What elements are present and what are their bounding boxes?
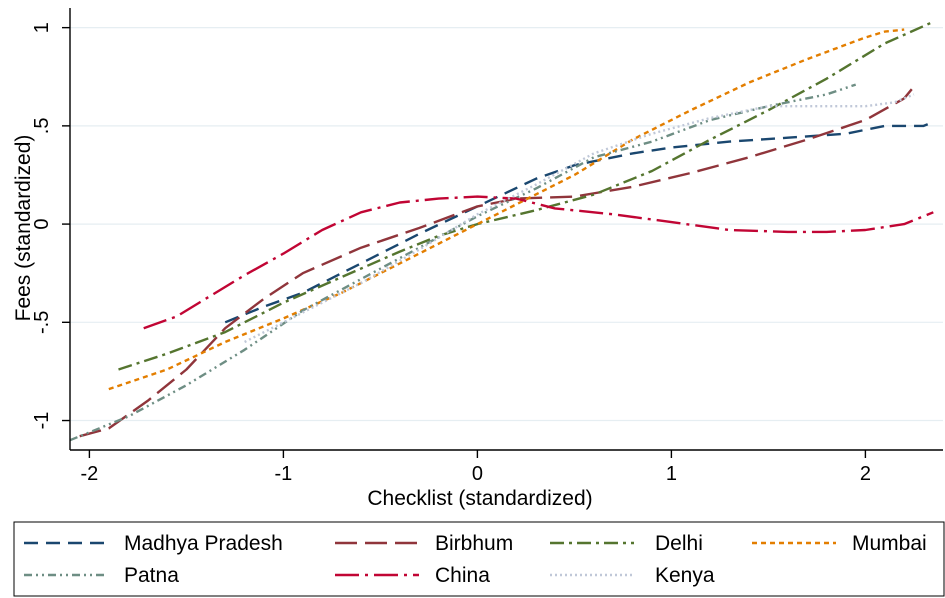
y-axis-title: Fees (standardized) [12, 135, 35, 322]
legend-label-patna: Patna [124, 564, 179, 587]
x-tick-label: 0 [472, 463, 483, 485]
x-axis-title: Checklist (standardized) [367, 487, 592, 510]
legend-label-mumbai: Mumbai [852, 532, 927, 555]
legend: Madhya Pradesh Birbhum Delhi Mumbai Patna Chi… [24, 532, 927, 587]
legend-label-delhi: Delhi [655, 532, 703, 555]
series-line-kenya [244, 93, 915, 344]
legend-label-kenya: Kenya [655, 564, 715, 587]
y-tick-label: .5 [31, 118, 53, 135]
series-line-delhi [118, 20, 934, 371]
series-line-madhya-pradesh [224, 120, 934, 324]
x-tick-label: 2 [860, 463, 871, 485]
y-tick-label: -1 [31, 412, 53, 430]
grid [70, 27, 943, 422]
series-lines [69, 20, 934, 442]
legend-box [13, 521, 945, 597]
x-tick-label: -2 [81, 463, 99, 485]
axes: -2 -1 0 1 2 -1 -.5 0 .5 1 [31, 8, 943, 485]
legend-label-china: China [435, 564, 490, 587]
series-line-mumbai [108, 28, 905, 391]
legend-label-birbhum: Birbhum [435, 532, 513, 555]
legend-label-madhya-pradesh: Madhya Pradesh [124, 532, 283, 555]
x-tick-label: -1 [275, 463, 293, 485]
x-tick-label: 1 [666, 463, 677, 485]
series-line-china [143, 195, 934, 330]
y-tick-label: 0 [31, 219, 53, 230]
y-tick-label: 1 [31, 22, 53, 33]
series-line-birbhum [79, 85, 915, 438]
series-line-patna [69, 83, 857, 442]
y-tick-label: -.5 [31, 311, 53, 334]
